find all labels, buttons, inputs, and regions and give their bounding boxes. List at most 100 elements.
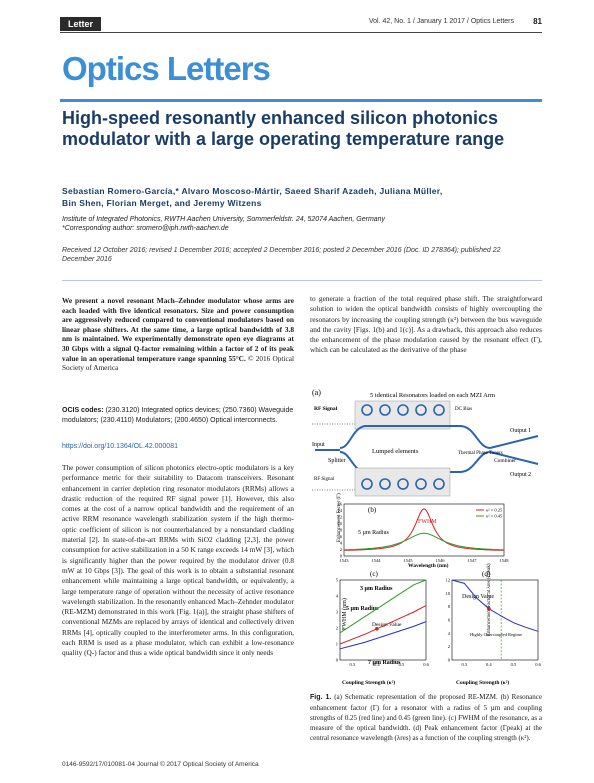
- ring-bottom-5: [433, 478, 445, 490]
- ring-top-3: [397, 404, 409, 416]
- panel-d-ytick: 10: [446, 591, 451, 596]
- panel-b-ytick: 2: [340, 547, 342, 552]
- logo-rule: [60, 99, 542, 102]
- label-3um: 3 µm Radius: [360, 586, 393, 592]
- combiner-label: Combiner: [494, 458, 516, 464]
- panel-c-label: (c): [370, 570, 378, 578]
- panel-a-schematic: (a) 5 identical Resonators loaded on eac…: [312, 388, 539, 497]
- panel-b-ytick: 16: [338, 502, 343, 507]
- author-list: Sebastian Romero-García,* Alvaro Moscoso…: [62, 185, 542, 209]
- journal-logo: Optics Letters: [62, 50, 271, 87]
- panel-a-label: (a): [312, 388, 321, 397]
- panel-d-ytick: 2: [448, 644, 450, 649]
- doi-link[interactable]: https://doi.org/10.1364/OL.42.000081: [62, 443, 178, 450]
- ocis-codes: OCIS codes: (230.3120) Integrated optics…: [62, 406, 294, 425]
- panel-c-ytick: 4: [336, 594, 339, 599]
- panel-b-ytick: 12: [338, 515, 343, 520]
- panel-b-legend-label: κ² = 0.25: [486, 508, 503, 513]
- panel-d-xlabel: Coupling Strength (κ²): [456, 679, 509, 686]
- panel-c-ytick: 2: [336, 626, 338, 631]
- panel-b-label: (b): [368, 506, 377, 514]
- panel-c-xtick: 0.5: [399, 662, 405, 667]
- highly-overcoupled: Highly Overcoupled Regime: [470, 632, 522, 637]
- panel-d-frame: [451, 579, 539, 661]
- output-waveguide-2: [489, 451, 539, 465]
- ring-top-5: [433, 404, 445, 416]
- panel-c-xtick: 0.3: [349, 662, 355, 667]
- panel-c-ytick: 5: [336, 578, 339, 583]
- design-value-d: Design Value: [462, 594, 494, 600]
- footer: 0146-9592/17/010081-04 Journal © 2017 Op…: [62, 761, 259, 768]
- panel-d-ylabel: Enhancement Factor at λres (Γpeak): [487, 563, 492, 636]
- corresponding-author: *Corresponding author: sromero@iph.rwth-…: [62, 225, 229, 232]
- label-7um: 7 µm Radius: [368, 660, 401, 666]
- panel-b-legend-label: κ² = 0.45: [486, 514, 503, 519]
- section-rule: [62, 280, 542, 281]
- ocis-text: (230.3120) Integrated optics devices; (2…: [62, 407, 294, 424]
- panel-b-xtick: 1544: [372, 558, 382, 563]
- panel-c-series-2: [339, 605, 427, 645]
- body-text-right: to generate a fraction of the total requ…: [310, 294, 542, 355]
- ring-bottom-2: [379, 478, 391, 490]
- panel-b-ytick: 0: [340, 554, 343, 559]
- fwhm-annotation: FWHM: [418, 519, 437, 525]
- abstract-text: We present a novel resonant Mach–Zehnder…: [62, 296, 294, 363]
- panel-b-xtick: 1547: [468, 558, 478, 563]
- panel-b-ytick: 4: [340, 541, 343, 546]
- resonator-array-bottom: [354, 467, 451, 497]
- panel-c-series-1: [339, 579, 427, 634]
- figure-caption: Fig. 1. (a) Schematic representation of …: [310, 692, 542, 743]
- figure-1: (a) 5 identical Resonators loaded on eac…: [310, 386, 542, 693]
- ring-top-1: [361, 404, 373, 416]
- ring-bottom-1: [361, 478, 373, 490]
- panel-b-xtick: 1546: [436, 558, 446, 563]
- design-value-c: Design Value: [372, 622, 402, 628]
- panel-d-series-1: [451, 579, 539, 632]
- panel-d-design-point: [487, 606, 491, 611]
- caption-label: Fig. 1.: [310, 694, 332, 701]
- panel-b-ytick: 8: [340, 528, 343, 533]
- panel-c-ytick: 0: [336, 658, 339, 663]
- panel-b-chart: (b) FWHM 5 µm Radius Enhancement Factor …: [337, 493, 509, 569]
- ring-bottom-3: [397, 478, 409, 490]
- affiliation: Institute of Integrated Photonics, RWTH …: [62, 216, 386, 223]
- section-label: Letter: [60, 17, 102, 31]
- ring-top-4: [415, 404, 427, 416]
- panel-b-frame: [343, 503, 505, 557]
- rings-bottom: [361, 478, 445, 490]
- panel-a-title: 5 identical Resonators loaded on each MZ…: [370, 392, 495, 399]
- output-waveguide-1: [489, 435, 539, 449]
- ring-top-2: [379, 404, 391, 416]
- panel-c-xtick: 0.4: [374, 662, 380, 667]
- copyright: © 2016 Optical Society of America: [62, 353, 294, 373]
- article-title: High-speed resonantly enhanced silicon p…: [62, 108, 505, 149]
- panel-b-ytick: 14: [338, 508, 343, 513]
- ocis-label: OCIS codes:: [62, 407, 104, 414]
- waveguide-top: [339, 425, 491, 449]
- panel-d-xtick: 0.6: [535, 662, 541, 667]
- header-rule: [60, 32, 542, 33]
- panel-d-ytick: 0: [448, 658, 451, 663]
- panel-c-ytick: 1: [336, 642, 338, 647]
- figure-svg: (a) 5 identical Resonators loaded on eac…: [312, 388, 542, 686]
- radius-annotation: 5 µm Radius: [358, 530, 389, 536]
- body-text-left: The power consumption of silicon photoni…: [62, 463, 294, 658]
- splitter-label: Splitter: [328, 458, 346, 464]
- panel-b-xtick: 1543: [340, 558, 350, 563]
- authors-line-1: Sebastian Romero-García,* Alvaro Moscoso…: [62, 186, 443, 196]
- affiliation-block: Institute of Integrated Photonics, RWTH …: [62, 215, 542, 233]
- panel-c-frame: [339, 579, 427, 661]
- rings-top: [361, 404, 445, 416]
- panel-d-ytick: 8: [448, 604, 451, 609]
- caption-text: (a) Schematic representation of the prop…: [310, 693, 542, 742]
- authors-line-2: Bin Shen, Florian Merget, and Jeremy Wit…: [62, 198, 262, 208]
- publication-dates: Received 12 October 2016; revised 1 Dece…: [62, 247, 501, 263]
- panel-c-ytick: 3: [336, 610, 339, 615]
- panel-b-xlabel: Wavelength (nm): [408, 562, 449, 569]
- panel-c-ylabel: FWHM (nm): [341, 598, 348, 630]
- issue-info: Vol. 42, No. 1 / January 1 2017 / Optics…: [368, 18, 514, 25]
- panel-b-series-1: [343, 508, 505, 551]
- output-2-label: Output 2: [510, 472, 531, 478]
- rf-signal-top: RF Signal: [314, 406, 338, 412]
- rf-signal-bottom: RF Signal: [314, 477, 335, 482]
